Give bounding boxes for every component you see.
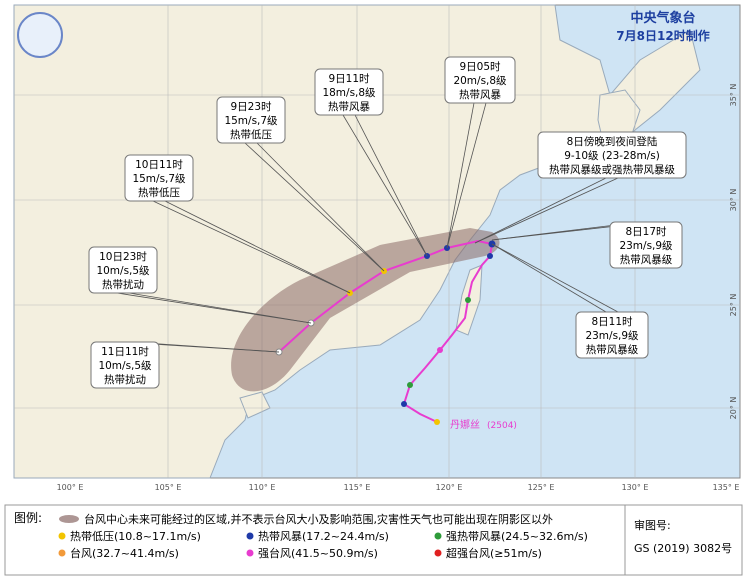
legend-cone: 台风中心未来可能经过的区域,并不表示台风大小及影响范围,灾害性天气也可能出现在阴… — [84, 512, 553, 526]
callout-text: 热带低压 — [138, 186, 180, 199]
callout-text: 20m/s,8级 — [453, 75, 507, 87]
callout-text: 10日23时 — [99, 251, 147, 263]
track-point — [434, 419, 440, 425]
legend-title: 图例: — [14, 511, 42, 525]
logo — [17, 12, 63, 58]
callout-text: 11日11时 — [101, 346, 149, 358]
callout-box — [124, 154, 194, 202]
callout-text: 热带扰动 — [102, 278, 144, 291]
callout-text: 热带低压 — [230, 128, 272, 141]
callout-text: 8日11时 — [591, 316, 633, 328]
lon-label: 130° E — [622, 483, 649, 492]
legend-cone-swatch — [59, 515, 79, 523]
callout-text: 10m/s,5级 — [98, 360, 152, 372]
leader-line — [244, 142, 385, 272]
leader-line — [152, 200, 351, 294]
callout-box — [314, 68, 384, 116]
callout-text: 10日11时 — [135, 159, 183, 171]
issued: 7月8日12时制作 — [616, 28, 709, 43]
track — [278, 239, 494, 423]
callout-text: 15m/s,7级 — [132, 173, 186, 185]
legend-swatch — [434, 532, 442, 540]
lat-label: 25° N — [729, 294, 738, 317]
leader-line — [446, 102, 475, 249]
lon-label: 135° E — [713, 483, 740, 492]
approval-label: 审图号: — [634, 518, 671, 532]
callout-text: 10m/s,5级 — [96, 265, 150, 277]
legend-label: 强台风(41.5~50.9m/s) — [258, 546, 378, 560]
callout-text: 9日05时 — [459, 61, 501, 73]
leader-line — [354, 114, 428, 257]
legend-label: 超强台风(≥51m/s) — [446, 546, 542, 560]
agency: 中央气象台 — [630, 10, 695, 26]
callout-text: 热带风暴级或强热带风暴级 — [549, 163, 675, 176]
callout-box — [609, 221, 683, 269]
callout-box — [88, 246, 158, 294]
callout-text: 9-10级 (23-28m/s) — [564, 150, 660, 162]
leader-line — [446, 102, 487, 249]
callout-text: 15m/s,7级 — [224, 115, 278, 127]
callout-box — [216, 96, 286, 144]
lon-label: 120° E — [436, 483, 463, 492]
track-point — [487, 253, 493, 259]
legend-swatch — [58, 549, 66, 557]
callout-box — [537, 131, 687, 179]
lon-label: 125° E — [528, 483, 555, 492]
leader-line — [474, 177, 619, 244]
callout-text: 18m/s,8级 — [322, 87, 376, 99]
leader-line — [474, 177, 607, 244]
callout-text: 热带风暴级 — [620, 253, 673, 266]
axis-labels: 100° E 105° E 110° E 115° E 120° E 125° E 130°… — [57, 84, 740, 492]
lat-label: 30° N — [729, 189, 738, 212]
legend-swatch — [434, 549, 442, 557]
leader-line — [256, 142, 385, 272]
legend-swatch — [58, 532, 66, 540]
callout-text: 热带风暴级 — [586, 343, 639, 356]
callout-text: 热带风暴 — [459, 88, 501, 101]
forecast-cone — [231, 228, 500, 392]
callout-box — [90, 341, 160, 389]
track-point — [465, 297, 471, 303]
leader-line — [128, 292, 312, 324]
leader-line — [491, 243, 607, 313]
callout-text: 8日17时 — [625, 226, 667, 238]
approval-number: GS (2019) 3082号 — [634, 542, 732, 555]
callout-text: 9日11时 — [328, 73, 370, 85]
lat-label: 35° N — [729, 84, 738, 107]
legend-box — [4, 504, 743, 576]
leader-line — [342, 114, 428, 257]
track-point — [437, 347, 443, 353]
callout-text: 8日傍晚到夜间登陆 — [567, 135, 658, 148]
legend-label: 热带风暴(17.2~24.4m/s) — [258, 530, 389, 543]
callout-text: 23m/s,9级 — [619, 240, 673, 252]
legend-label: 热带低压(10.8~17.1m/s) — [70, 530, 201, 543]
callout-box — [575, 311, 649, 359]
leader-line — [491, 243, 619, 313]
lon-label: 115° E — [344, 483, 371, 492]
callout-text: 热带风暴 — [328, 100, 370, 113]
legend-swatch — [246, 532, 254, 540]
track-point — [401, 401, 407, 407]
leader-line — [164, 200, 351, 294]
typhoon-name: 丹娜丝 — [450, 418, 480, 431]
legend-label: 台风(32.7~41.4m/s) — [70, 546, 179, 560]
legend-items: 热带低压(10.8~17.1m/s) 热带风暴(17.2~24.4m/s) 强热带风… — [58, 530, 588, 560]
callout-box — [444, 56, 516, 104]
lat-label: 20° N — [729, 397, 738, 420]
callout-text: 热带扰动 — [104, 373, 146, 386]
lon-label: 105° E — [155, 483, 182, 492]
lon-label: 100° E — [57, 483, 84, 492]
lon-label: 110° E — [249, 483, 276, 492]
track-point — [407, 382, 413, 388]
legend-swatch — [246, 549, 254, 557]
callouts: 9日05时20m/s,8级热带风暴9日11时18m/s,8级热带风暴9日23时1… — [88, 56, 687, 389]
callout-text: 23m/s,9级 — [585, 330, 639, 342]
typhoon-code: (2504) — [487, 421, 517, 431]
legend-label: 强热带风暴(24.5~32.6m/s) — [446, 530, 588, 543]
callout-text: 9日23时 — [230, 101, 272, 113]
